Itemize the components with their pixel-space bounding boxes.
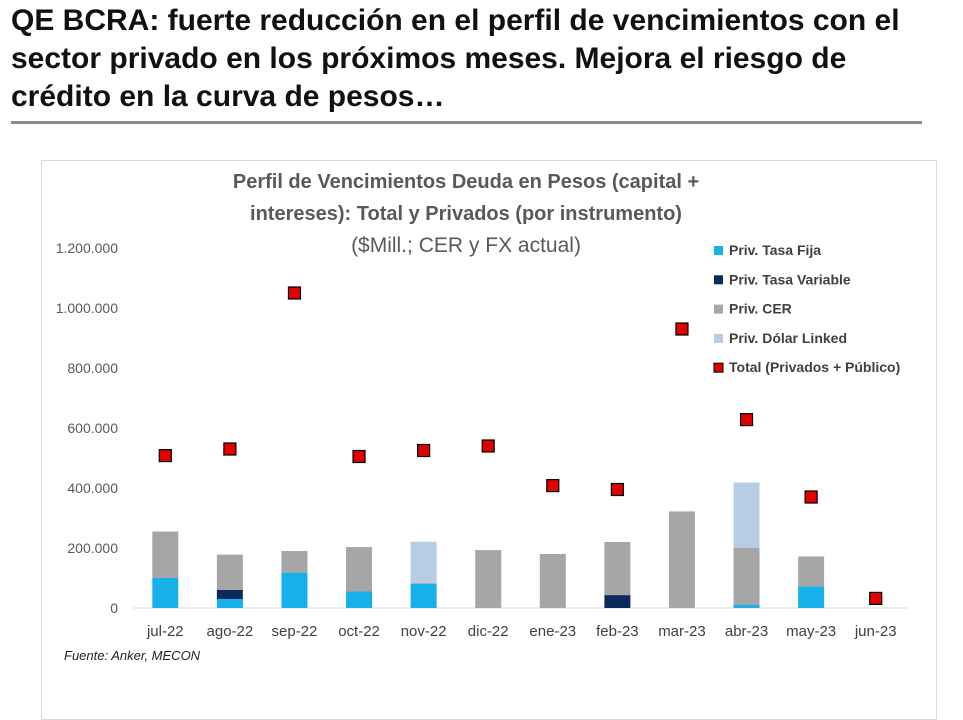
bar-segment bbox=[410, 584, 437, 608]
legend-label: Priv. Dólar Linked bbox=[729, 330, 847, 346]
total-marker bbox=[287, 286, 302, 300]
total-marker bbox=[481, 439, 495, 453]
bar-segment bbox=[733, 482, 760, 548]
bar-segment bbox=[281, 551, 308, 573]
bar-segment bbox=[798, 556, 825, 587]
x-axis: jul-22 ago-22 sep-22 oct-22 nov-22 dic-22 ene-… bbox=[146, 623, 897, 640]
headline-divider bbox=[11, 121, 922, 124]
x-tick-label: mar-23 bbox=[658, 623, 706, 640]
bar-segment bbox=[733, 548, 760, 605]
x-tick-label: ago-22 bbox=[207, 623, 254, 640]
x-tick-label: ene-23 bbox=[529, 623, 576, 640]
total-marker-layer bbox=[158, 286, 883, 606]
x-tick-label: oct-22 bbox=[338, 623, 380, 640]
y-tick-label: 200.000 bbox=[67, 540, 118, 556]
total-marker bbox=[417, 443, 431, 458]
x-tick-label: feb-23 bbox=[596, 623, 639, 640]
chart-title-line1: Perfil de Vencimientos Deuda en Pesos (c… bbox=[233, 171, 699, 193]
x-tick-label: jun-23 bbox=[854, 623, 897, 640]
bar-segment bbox=[475, 550, 502, 608]
bar-segment bbox=[539, 554, 566, 608]
legend-label: Priv. Tasa Fija bbox=[729, 242, 821, 258]
legend-label: Priv. Tasa Variable bbox=[729, 271, 851, 287]
total-marker bbox=[223, 442, 237, 456]
chart-title-line2: intereses): Total y Privados (por instru… bbox=[250, 203, 682, 225]
bar-segment bbox=[346, 547, 373, 592]
y-tick-label: 800.000 bbox=[67, 360, 118, 376]
total-marker bbox=[869, 591, 883, 606]
x-tick-label: sep-22 bbox=[272, 623, 318, 640]
legend-swatch bbox=[714, 333, 723, 343]
legend-label: Total (Privados + Público) bbox=[729, 359, 900, 375]
y-tick-label: 400.000 bbox=[67, 480, 118, 496]
chart-source: Fuente: Anker, MECON bbox=[64, 648, 201, 663]
total-marker bbox=[352, 449, 366, 464]
legend-swatch bbox=[714, 275, 723, 285]
bar-segment bbox=[216, 554, 243, 590]
total-marker bbox=[804, 490, 818, 504]
page-headline: QE BCRA: fuerte reducción en el perfil d… bbox=[11, 4, 900, 113]
y-axis: 0 200.000 400.000 600.000 800.000 1.000.000 1.… bbox=[56, 240, 119, 616]
bar-segment bbox=[281, 572, 308, 608]
total-marker bbox=[158, 449, 172, 463]
bar-segment bbox=[152, 531, 179, 578]
x-tick-label: dic-22 bbox=[468, 623, 509, 640]
legend-swatch bbox=[713, 362, 724, 373]
y-tick-label: 1.000.000 bbox=[56, 300, 118, 316]
bar-layer bbox=[152, 482, 825, 608]
legend-label: Priv. CER bbox=[729, 301, 792, 317]
total-marker bbox=[675, 322, 689, 336]
bar-segment bbox=[733, 605, 760, 608]
bar-segment bbox=[346, 591, 373, 608]
y-tick-label: 600.000 bbox=[67, 420, 118, 436]
bar-segment bbox=[216, 599, 243, 608]
y-tick-label: 1.200.000 bbox=[56, 240, 118, 256]
bar-segment bbox=[604, 542, 631, 596]
x-tick-label: abr-23 bbox=[725, 623, 768, 640]
legend-swatch bbox=[714, 304, 723, 314]
bar-segment bbox=[604, 595, 631, 608]
total-marker bbox=[546, 479, 560, 493]
x-tick-label: may-23 bbox=[786, 623, 836, 640]
y-tick-label: 0 bbox=[110, 600, 118, 616]
bar-segment bbox=[152, 578, 179, 608]
bar-segment bbox=[798, 586, 825, 608]
bar-segment bbox=[410, 583, 437, 584]
bar-segment bbox=[410, 541, 437, 584]
bar-segment bbox=[216, 590, 243, 599]
total-marker bbox=[610, 482, 624, 497]
bar-segment bbox=[668, 511, 695, 608]
x-tick-label: nov-22 bbox=[401, 623, 447, 640]
total-marker bbox=[739, 413, 754, 427]
legend-swatch bbox=[714, 246, 723, 255]
legend: Priv. Tasa Fija Priv. Tasa Variable Priv. … bbox=[713, 242, 900, 375]
chart-subtitle: ($Mill.; CER y FX actual) bbox=[351, 234, 581, 257]
x-tick-label: jul-22 bbox=[146, 623, 184, 640]
